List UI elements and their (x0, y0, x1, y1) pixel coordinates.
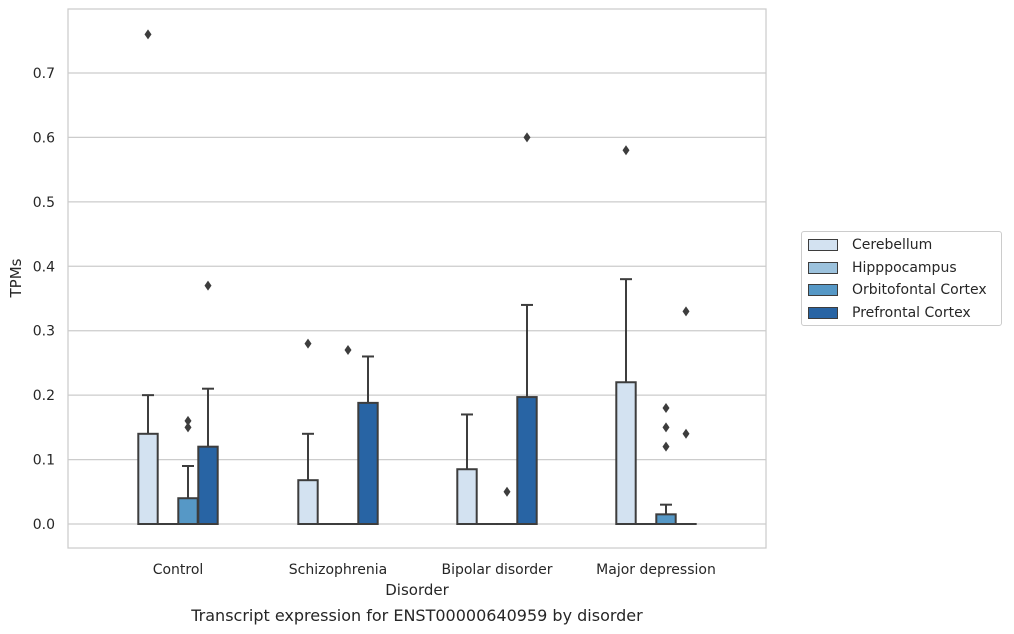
outlier-point (682, 428, 690, 439)
box-2-2 (496, 486, 518, 526)
box-2-1 (337, 345, 359, 526)
outlier-point (144, 29, 152, 40)
box-body (615, 381, 637, 525)
legend-item: Prefrontal Cortex (808, 303, 971, 323)
box-2-0 (177, 415, 199, 525)
outlier-point (204, 280, 212, 291)
y-tick-label: 0.7 (33, 66, 55, 82)
legend-swatch (808, 239, 838, 251)
y-tick-label: 0.1 (33, 453, 55, 469)
y-tick-label: 0.0 (33, 517, 55, 533)
legend-swatch (808, 284, 838, 296)
y-tick-label: 0.5 (33, 195, 55, 211)
box-3-1 (357, 355, 379, 526)
outlier-point (622, 145, 630, 156)
outlier-point (682, 306, 690, 317)
plot-area-frame (67, 8, 767, 549)
box-body (297, 479, 319, 525)
box-0-2 (456, 413, 478, 525)
legend-item: Hipppocampus (808, 258, 957, 278)
x-axis-label: Disorder (385, 581, 449, 599)
box-body (197, 445, 219, 525)
outlier-point (503, 486, 511, 497)
chart-title: Transcript expression for ENST0000064095… (191, 606, 643, 625)
y-tick-label: 0.3 (33, 324, 55, 340)
y-tick-label: 0.4 (33, 259, 55, 275)
box-0-0 (137, 29, 159, 526)
y-tick-labels: 0.0 0.1 0.2 0.3 0.4 0.5 0.6 0.7 (33, 66, 55, 533)
box-body (655, 513, 677, 526)
outlier-point (662, 403, 670, 414)
outlier-point (184, 422, 192, 433)
x-tick-labels: Control Schizophrenia Bipolar disorder Majo… (153, 562, 716, 578)
box-body (177, 497, 199, 525)
box-body (137, 432, 159, 526)
y-axis-label: TPMs (7, 258, 25, 298)
x-tick-label: Schizophrenia (289, 562, 387, 578)
outlier-point (184, 415, 192, 426)
outlier-point (304, 338, 312, 349)
box-0-3 (615, 145, 637, 525)
legend: Cerebellum Hipppocampus Orbitofontal Corte… (801, 231, 1002, 326)
x-tick-label: Control (153, 562, 204, 578)
box-body (357, 401, 379, 526)
gridlines (68, 72, 766, 525)
legend-swatch (808, 306, 838, 319)
x-tick-label: Bipolar disorder (441, 562, 552, 578)
y-tick-label: 0.6 (33, 130, 55, 146)
box-body (456, 468, 478, 525)
outlier-point (523, 132, 531, 143)
legend-label: Cerebellum (852, 237, 933, 253)
box-3-3 (675, 306, 697, 526)
legend-swatch (808, 261, 838, 274)
box-3-0 (197, 280, 219, 525)
y-tick-label: 0.2 (33, 388, 55, 404)
outlier-point (662, 422, 670, 433)
legend-label: Orbitofontal Cortex (852, 282, 987, 298)
boxes (137, 29, 697, 526)
x-tick-label: Major depression (596, 562, 716, 578)
outlier-point (662, 441, 670, 452)
box-3-2 (516, 132, 538, 526)
legend-item: Orbitofontal Cortex (808, 280, 987, 300)
legend-item: Cerebellum (808, 235, 932, 255)
box-2-3 (655, 403, 677, 526)
box-body (516, 396, 538, 526)
legend-label: Hipppocampus (852, 259, 957, 276)
outlier-point (344, 345, 352, 356)
box-0-1 (297, 338, 319, 525)
legend-label: Prefrontal Cortex (852, 304, 971, 321)
